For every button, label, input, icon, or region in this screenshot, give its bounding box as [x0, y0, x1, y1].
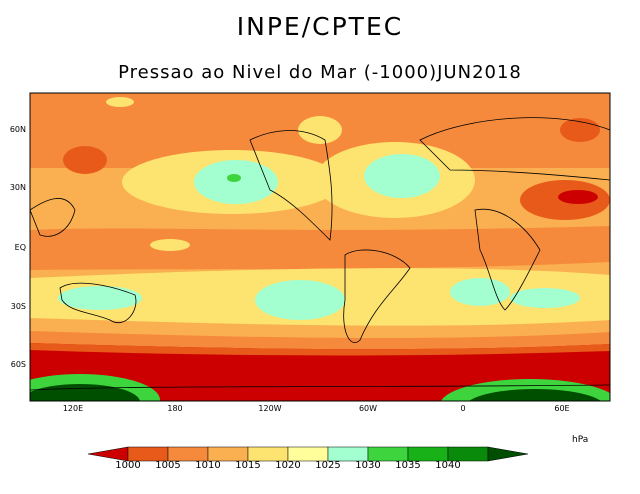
- indian-high-1025: [510, 288, 580, 308]
- lat-label-eq: EQ: [14, 243, 26, 252]
- map-subtitle: Pressao ao Nivel do Mar (-1000)JUN2018: [118, 62, 522, 83]
- australia-coast: [59, 282, 137, 323]
- canada-high: [298, 116, 342, 144]
- colorbar-level-label: 1035: [395, 460, 421, 471]
- north-america-coast: [249, 130, 333, 241]
- coastlines: [30, 117, 610, 391]
- south-pacific-high-1025: [255, 280, 345, 320]
- colorbar: [87, 446, 529, 462]
- colorbar-swatch: [447, 446, 489, 462]
- map-frame: [29, 92, 611, 402]
- tropical-high: [150, 239, 190, 251]
- lon-label-120w: 120W: [258, 404, 282, 413]
- band-1010-tropics: [30, 226, 610, 270]
- asia-coast: [30, 198, 76, 237]
- colorbar-level-label: 1005: [155, 460, 181, 471]
- band-1015-south: [30, 318, 610, 340]
- lat-label-30s: 30S: [10, 302, 26, 311]
- south-atlantic-high-1025: [450, 278, 510, 306]
- pressure-field: [30, 93, 610, 401]
- africa-coast: [474, 208, 541, 311]
- north-pacific-high-1030: [227, 174, 241, 182]
- colorbar-level-label: 1020: [275, 460, 301, 471]
- south-america-coast: [343, 249, 411, 343]
- eurasia-coast: [419, 117, 610, 181]
- lon-label-0: 0: [460, 404, 466, 413]
- lat-label-30n: 30N: [9, 183, 26, 192]
- colorbar-swatch: [167, 446, 209, 462]
- lat-label-60s: 60S: [10, 360, 26, 369]
- band-1010-south: [30, 331, 610, 350]
- colorbar-swatch: [327, 446, 369, 462]
- antarctic-high-east-core: [469, 389, 601, 401]
- lon-label-60e: 60E: [554, 404, 570, 413]
- colorbar-swatch: [207, 446, 249, 462]
- asian-low-1000: [558, 190, 598, 204]
- antarctica-coast: [30, 384, 610, 391]
- australian-high-1025: [58, 286, 142, 310]
- lat-label-60n: 60N: [9, 125, 26, 134]
- lon-label-120e: 120E: [62, 404, 84, 413]
- colorbar-arrow-high: [487, 446, 529, 462]
- colorbar-units: hPa: [572, 435, 589, 445]
- page-title: INPE/CPTEC: [236, 12, 404, 41]
- arctic-high: [106, 97, 134, 107]
- colorbar-level-label: 1025: [315, 460, 341, 471]
- colorbar-swatch: [407, 446, 449, 462]
- lon-label-180: 180: [167, 404, 183, 413]
- band-1000-antarctic: [30, 343, 610, 401]
- colorbar-level-label: 1010: [195, 460, 221, 471]
- colorbar-arrow-low: [87, 446, 129, 462]
- azores-high-1025: [364, 154, 440, 198]
- colorbar-level-label: 1030: [355, 460, 381, 471]
- east-asia-low: [63, 146, 107, 174]
- lon-label-60w: 60W: [358, 404, 378, 413]
- band-1005-south: [30, 343, 610, 356]
- colorbar-level-label: 1015: [235, 460, 261, 471]
- colorbar-swatch: [287, 446, 329, 462]
- colorbar-level-label: 1000: [115, 460, 141, 471]
- colorbar-swatch: [127, 446, 169, 462]
- colorbar-swatch: [247, 446, 289, 462]
- colorbar-level-label: 1040: [435, 460, 461, 471]
- colorbar-swatch: [367, 446, 409, 462]
- north-pacific-high-1025: [194, 160, 278, 204]
